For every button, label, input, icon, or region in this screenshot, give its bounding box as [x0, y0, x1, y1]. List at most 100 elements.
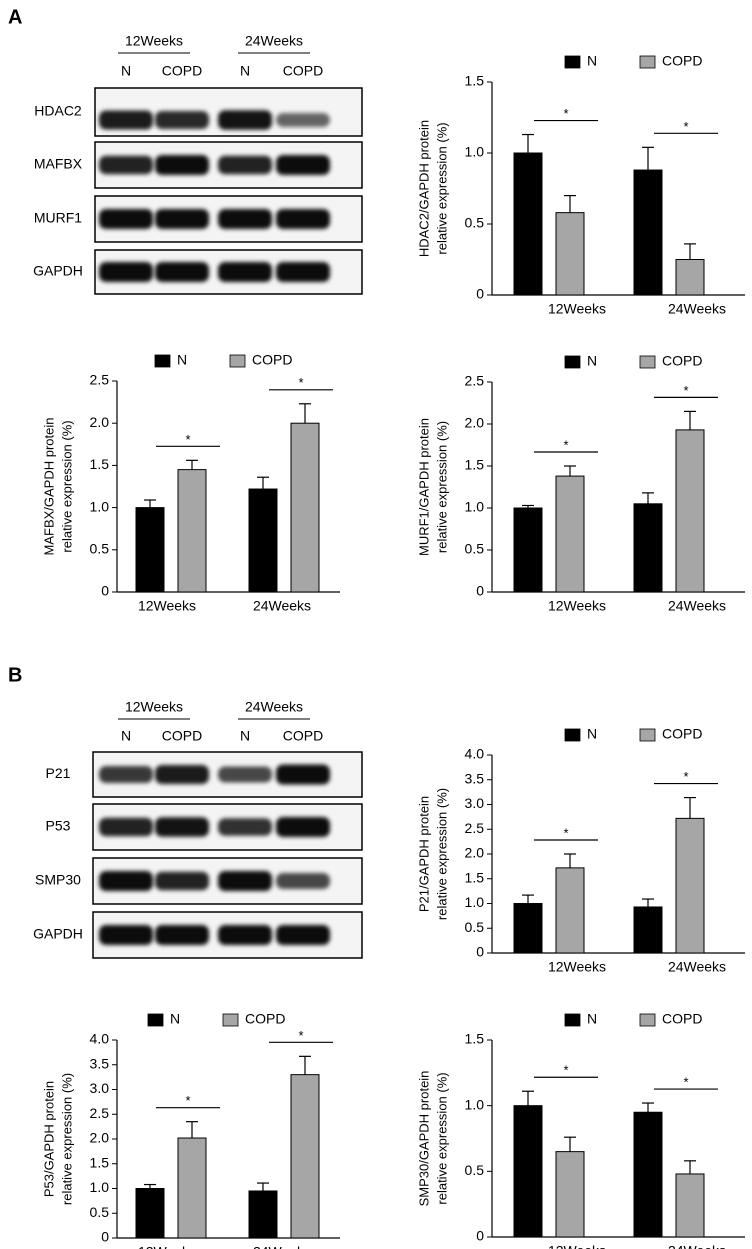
blot-band	[99, 817, 153, 837]
bar	[555, 1151, 585, 1238]
x-tick-label: 24Weeks	[253, 1244, 311, 1249]
blot-band	[276, 113, 330, 127]
blot-lane-label: COPD	[162, 63, 202, 79]
blot-group-label: 24Weeks	[245, 699, 303, 715]
y-tick-label: 1.0	[90, 1179, 110, 1195]
legend-label: COPD	[662, 353, 702, 369]
y-tick-label: 2.5	[465, 373, 485, 389]
blot-band	[276, 209, 330, 229]
bar	[555, 867, 585, 954]
bar	[290, 1074, 320, 1239]
legend-swatch	[639, 55, 656, 69]
bar	[555, 475, 585, 593]
y-tick-label: 2.0	[90, 1130, 110, 1146]
bar	[633, 169, 663, 296]
y-tick-label: 1.5	[465, 869, 485, 885]
bar	[135, 1188, 165, 1239]
legend-label: N	[587, 353, 597, 369]
y-tick-label: 1.5	[465, 1031, 485, 1047]
blot-row-label: P53	[46, 818, 71, 834]
bar	[513, 507, 543, 593]
y-axis-label: relative expression (%)	[434, 788, 449, 920]
significance-label: *	[683, 119, 688, 134]
legend-label: COPD	[245, 1011, 285, 1027]
y-tick-label: 0.5	[465, 919, 485, 935]
blot-group-label: 12Weeks	[125, 33, 183, 49]
bar	[633, 1111, 663, 1238]
y-tick-label: 2.5	[90, 372, 110, 388]
blot-band	[155, 817, 209, 837]
blot-band	[276, 873, 330, 889]
blot-lane-label: N	[121, 728, 131, 744]
y-axis-label: MURF1/GAPDH protein	[416, 418, 431, 556]
legend-label: N	[170, 1011, 180, 1027]
blot-lane-label: N	[121, 63, 131, 79]
blot-group-label: 12Weeks	[125, 699, 183, 715]
significance-label: *	[563, 825, 568, 840]
y-tick-label: 1.0	[465, 1096, 485, 1112]
y-tick-label: 0	[476, 1228, 484, 1244]
blot-band	[155, 925, 209, 945]
bar	[248, 1190, 278, 1239]
y-tick-label: 1.0	[90, 498, 110, 514]
y-tick-label: 2.5	[465, 820, 485, 836]
x-tick-label: 12Weeks	[548, 598, 606, 614]
legend-swatch	[564, 355, 581, 369]
y-tick-label: 0.5	[465, 541, 485, 557]
bar	[675, 259, 705, 296]
bar	[513, 1105, 543, 1238]
x-tick-label: 24Weeks	[668, 301, 726, 317]
y-tick-label: 2.5	[90, 1105, 110, 1121]
y-tick-label: 4.0	[90, 1031, 110, 1047]
legend-label: N	[177, 352, 187, 368]
blot-band	[276, 925, 330, 945]
blot-band	[155, 765, 209, 784]
legend-swatch	[564, 728, 581, 742]
legend-label: COPD	[662, 1011, 702, 1027]
blot-band	[99, 871, 153, 891]
x-tick-label: 12Weeks	[548, 1243, 606, 1249]
blot-band	[218, 110, 272, 130]
blot-lane-label: COPD	[162, 728, 202, 744]
bar	[633, 906, 663, 954]
blot-band	[218, 155, 272, 175]
legend-label: N	[587, 53, 597, 69]
bar	[675, 817, 705, 954]
bar	[248, 488, 278, 593]
blot-band	[276, 817, 330, 837]
y-axis-label: P53/GAPDH protein	[41, 1081, 56, 1197]
x-tick-label: 24Weeks	[253, 598, 311, 614]
legend-label: COPD	[662, 53, 702, 69]
y-axis-label: relative expression (%)	[434, 1072, 449, 1204]
y-axis-label: HDAC2/GAPDH protein	[416, 120, 431, 257]
blot-row-label: SMP30	[35, 872, 81, 888]
bar	[633, 503, 663, 593]
y-tick-label: 2.0	[465, 415, 485, 431]
blot-group-label: 24Weeks	[245, 33, 303, 49]
y-tick-label: 1.0	[465, 499, 485, 515]
blot-band	[276, 155, 330, 175]
significance-label: *	[683, 769, 688, 784]
bar	[513, 152, 543, 296]
blot-row-label: GAPDH	[33, 926, 83, 942]
y-tick-label: 1.5	[90, 456, 110, 472]
x-tick-label: 12Weeks	[548, 301, 606, 317]
blot-band	[99, 155, 153, 175]
blot-band	[99, 262, 153, 282]
significance-label: *	[563, 1063, 568, 1078]
y-tick-label: 3.5	[465, 770, 485, 786]
blot-band	[218, 871, 272, 891]
blot-band	[218, 818, 272, 836]
blot-row-label: HDAC2	[34, 103, 82, 119]
legend-label: N	[587, 1011, 597, 1027]
legend-label: COPD	[662, 726, 702, 742]
y-tick-label: 0	[476, 286, 484, 302]
y-tick-label: 4.0	[465, 746, 485, 762]
blot-band	[99, 209, 153, 229]
legend-swatch	[639, 728, 656, 742]
y-tick-label: 0.5	[465, 215, 485, 231]
bar	[675, 1173, 705, 1238]
x-tick-label: 12Weeks	[138, 598, 196, 614]
blot-band	[99, 925, 153, 945]
